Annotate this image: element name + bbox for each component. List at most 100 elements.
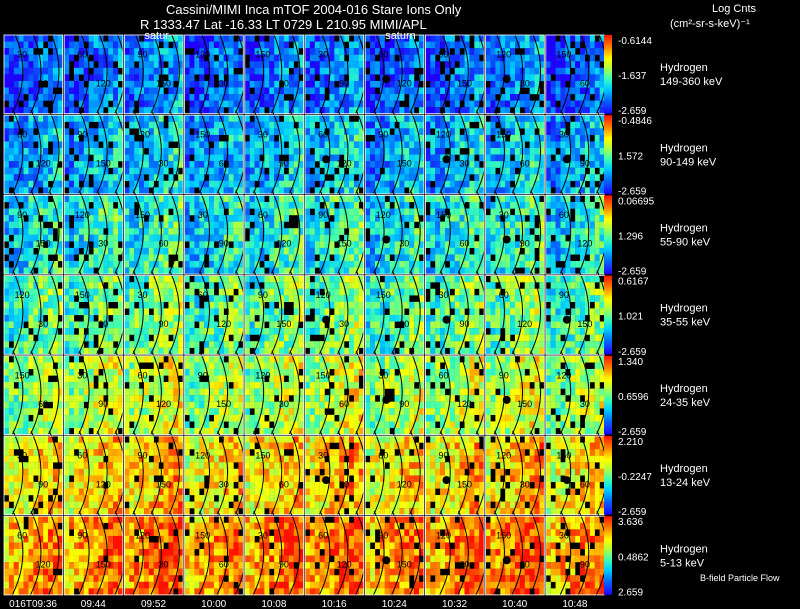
heatmap-cell bbox=[148, 134, 154, 142]
heatmap-cell bbox=[349, 87, 355, 95]
contour-label: 150 bbox=[255, 50, 270, 60]
heatmap-cell bbox=[309, 282, 315, 289]
heatmap-cell bbox=[404, 167, 410, 175]
heatmap-cell bbox=[209, 94, 215, 101]
heatmap-cell bbox=[269, 254, 275, 262]
heatmap-cell bbox=[324, 334, 330, 342]
heatmap-cell bbox=[103, 254, 109, 262]
heatmap-cell bbox=[394, 288, 400, 296]
heatmap-cell bbox=[153, 141, 159, 149]
heatmap-cell bbox=[430, 187, 436, 195]
heatmap-cell bbox=[570, 247, 576, 255]
heatmap-cell bbox=[560, 174, 566, 181]
heatmap-cell bbox=[534, 87, 540, 95]
heatmap-cell bbox=[38, 161, 44, 168]
heatmap-cell bbox=[539, 147, 545, 155]
heatmap-cell bbox=[293, 234, 299, 242]
heatmap-cell bbox=[264, 80, 270, 88]
heatmap-cell bbox=[440, 161, 446, 168]
heatmap-cell bbox=[57, 215, 63, 222]
heatmap-cell bbox=[4, 80, 10, 88]
heatmap-cell bbox=[599, 74, 605, 82]
heatmap-cell bbox=[370, 247, 376, 255]
heatmap-cell bbox=[279, 54, 285, 62]
heatmap-cell bbox=[435, 61, 441, 68]
heatmap-cell bbox=[103, 275, 109, 283]
heatmap-cell bbox=[414, 208, 420, 216]
heatmap-cell bbox=[78, 328, 84, 335]
heatmap-cell bbox=[93, 328, 99, 335]
heatmap-cell bbox=[479, 221, 485, 229]
heatmap-cell bbox=[589, 121, 595, 129]
heatmap-cell bbox=[288, 201, 294, 209]
heatmap-cell bbox=[469, 134, 475, 142]
heatmap-cell bbox=[64, 254, 70, 262]
heatmap-cell bbox=[134, 87, 140, 95]
heatmap-cell bbox=[419, 221, 425, 229]
heatmap-cell bbox=[48, 61, 54, 68]
heatmap-cell bbox=[118, 41, 124, 49]
heatmap-cell bbox=[449, 174, 455, 181]
heatmap-cell bbox=[233, 74, 239, 82]
heatmap-cell bbox=[264, 141, 270, 149]
heatmap-cell bbox=[168, 147, 174, 155]
heatmap-cell bbox=[565, 41, 571, 49]
contour-label: 60 bbox=[77, 50, 87, 60]
heatmap-cell bbox=[374, 187, 381, 195]
heatmap-cell bbox=[519, 215, 525, 222]
heatmap-cell bbox=[319, 347, 325, 355]
heatmap-cell bbox=[485, 121, 491, 129]
heatmap-cell bbox=[269, 141, 275, 149]
heatmap-cell bbox=[329, 241, 335, 249]
heatmap-cell bbox=[228, 260, 234, 268]
heatmap-cell bbox=[500, 107, 506, 114]
heatmap-cell bbox=[485, 221, 491, 229]
heatmap-cell bbox=[103, 195, 109, 203]
heatmap-cell bbox=[52, 80, 58, 88]
heatmap-cell bbox=[209, 234, 215, 242]
heatmap-cell bbox=[64, 67, 70, 75]
heatmap-cell bbox=[570, 260, 576, 268]
heatmap-cell bbox=[314, 61, 320, 68]
heatmap-cell bbox=[223, 228, 229, 235]
heatmap-cell bbox=[319, 180, 325, 188]
heatmap-cell bbox=[118, 128, 124, 136]
heatmap-cell bbox=[23, 288, 29, 296]
heatmap-cell bbox=[223, 174, 229, 181]
heatmap-cell bbox=[52, 48, 58, 55]
heatmap-cell bbox=[580, 121, 586, 129]
heatmap-cell bbox=[13, 107, 19, 114]
heatmap-cell bbox=[469, 74, 475, 82]
heatmap-cell bbox=[414, 115, 420, 122]
heatmap-cell bbox=[218, 334, 224, 342]
heatmap-cell bbox=[570, 35, 576, 42]
heatmap-cell bbox=[394, 208, 400, 216]
heatmap-cell bbox=[8, 121, 14, 129]
heatmap-cell bbox=[113, 254, 119, 262]
heatmap-cell bbox=[469, 67, 475, 75]
heatmap-cell bbox=[18, 221, 24, 229]
heatmap-cell bbox=[13, 347, 19, 355]
heatmap-cell bbox=[69, 282, 75, 289]
heatmap-cell bbox=[309, 328, 315, 335]
heatmap-cell bbox=[38, 267, 44, 275]
heatmap-cell bbox=[474, 74, 480, 82]
heatmap-cell bbox=[389, 41, 395, 49]
contour-line bbox=[250, 29, 265, 119]
heatmap-cell bbox=[545, 201, 551, 209]
heatmap-cell bbox=[52, 154, 58, 162]
heatmap-cell bbox=[288, 100, 294, 108]
heatmap-cell bbox=[344, 94, 350, 101]
heatmap-cell bbox=[244, 314, 250, 322]
heatmap-cell bbox=[189, 61, 195, 68]
heatmap-cell bbox=[274, 128, 280, 136]
heatmap-cell bbox=[129, 87, 135, 95]
heatmap-cell bbox=[78, 161, 84, 168]
heatmap-cell bbox=[254, 107, 260, 114]
heatmap-cell bbox=[349, 80, 355, 88]
heatmap-cell bbox=[189, 301, 195, 309]
heatmap-cell bbox=[449, 141, 455, 149]
